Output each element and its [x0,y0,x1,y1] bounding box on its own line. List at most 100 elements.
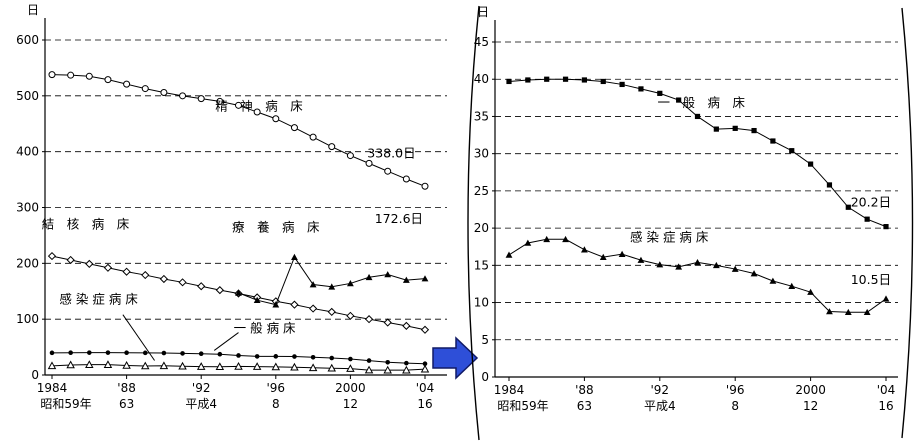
marker-filled-triangle [618,250,626,257]
marker-open-circle [104,76,112,84]
marker-filled-circle [366,358,372,363]
marker-filled-circle [105,350,111,355]
marker-filled-triangle [562,235,569,243]
y-tick-label: 40 [474,72,489,86]
x-tick-label: '96 [726,383,745,397]
marker-open-diamond [308,304,318,313]
marker-open-circle [123,80,131,88]
marker-filled-square [713,126,719,132]
series-annotation: 感 染 症 病 床 [630,230,709,245]
y-tick-label: 5 [481,333,489,347]
marker-open-diamond [402,321,411,330]
y-tick-label: 0 [481,370,489,384]
marker-filled-square [826,182,833,188]
series-annotation: 結 核 病 床 [42,217,130,232]
marker-filled-circle [236,353,241,358]
marker-filled-triangle [750,270,758,277]
marker-open-triangle [234,361,243,370]
marker-open-diamond [346,311,355,320]
marker-filled-circle [385,359,391,365]
x-tick-era-label: 63 [119,397,134,411]
series-annotation: 一 般 病 床 [234,321,296,336]
y-tick-label: 20 [474,221,489,235]
marker-open-triangle [271,362,281,371]
marker-filled-triangle [844,308,852,316]
y-tick-label: 10 [474,296,489,310]
marker-open-diamond [85,259,94,268]
right-parenthesis [901,7,914,439]
marker-open-diamond [290,300,299,309]
x-tick-label: '92 [192,381,211,395]
marker-open-triangle [47,361,57,370]
x-tick-era-label: 63 [577,399,592,413]
y-tick-label: 25 [474,184,489,198]
y-tick-label: 500 [16,89,39,103]
marker-open-diamond [197,282,206,291]
x-tick-era-label: 平成4 [185,397,217,411]
marker-filled-triangle [291,253,298,260]
marker-filled-triangle [384,271,392,278]
marker-filled-triangle [421,275,429,282]
x-tick-era-label: 昭和59年 [40,397,91,411]
marker-filled-square [751,127,757,134]
marker-open-triangle [159,361,169,370]
marker-open-triangle [383,365,392,374]
marker-open-triangle [252,362,262,370]
marker-open-circle [141,85,149,93]
marker-filled-square [506,78,512,85]
marker-open-circle [179,92,187,100]
x-tick-era-label: 8 [731,399,739,413]
annotation-leader-line [213,332,239,351]
series-annotation: 172.6日 [375,211,423,226]
series-line-精神病床 [51,74,426,187]
marker-filled-triangle [712,261,720,269]
x-tick-label: 1984 [37,381,68,395]
marker-open-triangle [178,361,187,370]
marker-filled-circle [329,355,335,361]
y-tick-label: 0 [31,368,39,382]
x-tick-label: '96 [267,381,286,395]
marker-open-circle [346,152,354,160]
x-tick-era-label: 12 [343,397,358,411]
marker-open-circle [328,143,336,151]
x-tick-era-label: 平成4 [644,399,676,413]
marker-filled-circle [348,356,353,362]
marker-filled-triangle [675,263,683,270]
marker-filled-square [732,125,738,131]
marker-filled-square [544,76,550,82]
marker-open-triangle [85,360,94,368]
marker-filled-square [694,113,701,120]
marker-filled-square [676,97,682,103]
marker-filled-triangle [769,277,777,284]
y-tick-label: 200 [16,256,39,270]
y-tick-label: 30 [474,147,489,161]
marker-filled-square [581,77,587,83]
y-tick-label: 45 [474,35,489,49]
marker-filled-triangle [581,246,588,253]
marker-open-diamond [383,318,392,327]
marker-filled-square [864,216,870,222]
marker-filled-circle [68,350,73,356]
marker-filled-circle [142,350,148,356]
marker-filled-triangle [731,265,739,272]
marker-filled-triangle [253,296,261,303]
marker-filled-triangle [235,289,242,296]
marker-filled-circle [180,351,185,356]
marker-filled-triangle [863,308,871,316]
marker-open-circle [197,95,205,103]
marker-filled-square [657,90,663,96]
marker-open-triangle [66,360,75,369]
marker-filled-circle [273,354,279,359]
marker-open-triangle [420,364,430,373]
marker-open-triangle [215,362,225,371]
marker-filled-triangle [402,276,410,283]
x-tick-label: 2000 [795,383,826,397]
x-tick-label: '88 [575,383,594,397]
marker-open-circle [290,124,298,132]
left-parenthesis [467,5,480,441]
marker-open-triangle [290,362,299,371]
series-annotation: 療 養 病 床 [232,220,320,235]
marker-open-circle [160,88,168,96]
marker-filled-square [883,224,889,230]
